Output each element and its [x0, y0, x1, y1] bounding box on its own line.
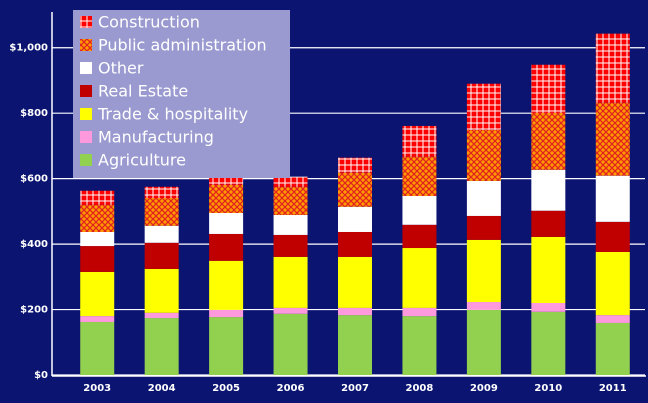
x-tick-label: 2009: [470, 383, 498, 394]
bar-segment: [338, 206, 372, 232]
y-tick-label: $200: [20, 305, 48, 316]
bar-segment: [402, 307, 437, 317]
legend-label: Construction: [98, 13, 200, 32]
bar-segment: [466, 215, 501, 240]
legend-label: Other: [98, 59, 144, 78]
x-tick-label: 2008: [406, 383, 434, 394]
y-tick-label: $600: [20, 174, 48, 185]
bar-segment: [402, 125, 437, 157]
bar-segment: [144, 225, 179, 243]
legend-swatch: [80, 131, 92, 143]
bar-segment: [466, 309, 501, 375]
bar-segment: [466, 302, 501, 310]
bar-segment: [338, 172, 372, 207]
bar-segment: [595, 175, 630, 222]
bar-segment: [595, 221, 630, 252]
bar-segment: [531, 303, 566, 312]
bar-segment: [531, 169, 566, 211]
legend-label: Trade & hospitality: [97, 105, 248, 124]
legend-label: Public administration: [98, 36, 267, 55]
bar-segment: [595, 251, 630, 316]
bar-segment: [595, 315, 630, 323]
bar-segment: [209, 184, 244, 213]
bar-segment: [531, 210, 566, 237]
bar-segment: [144, 312, 179, 319]
bar-segment: [466, 129, 501, 181]
y-tick-label: $0: [34, 370, 48, 381]
legend-swatch: [80, 39, 92, 51]
bar-segment: [466, 180, 501, 216]
x-tick-label: 2007: [341, 383, 369, 394]
bar-segment: [531, 64, 566, 113]
legend-swatch: [80, 16, 92, 28]
x-tick-label: 2010: [534, 383, 562, 394]
x-tick-label: 2011: [599, 383, 627, 394]
legend-label: Manufacturing: [98, 128, 214, 147]
bar-segment: [209, 233, 244, 261]
bar-segment: [209, 213, 244, 234]
x-tick-label: 2006: [277, 383, 305, 394]
bar-segment: [80, 316, 115, 322]
legend-swatch: [80, 85, 92, 97]
legend-box: [73, 10, 290, 178]
bar-segment: [144, 268, 179, 313]
bar-segment: [273, 307, 308, 314]
x-tick-label: 2005: [212, 383, 240, 394]
x-tick-label: 2003: [83, 383, 111, 394]
bar-segment: [80, 271, 115, 317]
bar-segment: [402, 224, 437, 249]
y-tick-label: $400: [20, 239, 48, 250]
y-tick-label: $1,000: [9, 43, 48, 54]
bar-segment: [209, 317, 244, 375]
bar-segment: [273, 313, 308, 375]
bar-segment: [595, 322, 630, 375]
bar-segment: [209, 175, 244, 185]
bar-segment: [144, 242, 179, 269]
bar-segment: [402, 316, 437, 375]
bar-segment: [273, 214, 308, 235]
bar-segment: [466, 83, 501, 130]
bar-segment: [402, 195, 437, 225]
bar-segment: [338, 231, 372, 257]
bar-segment: [209, 260, 244, 310]
bar-segment: [466, 239, 501, 303]
bar-segment: [273, 186, 308, 215]
bar-segment: [209, 309, 244, 318]
bar-segment: [338, 315, 372, 375]
bar-segment: [338, 157, 372, 173]
legend-label: Real Estate: [98, 82, 188, 101]
bar-segment: [144, 318, 179, 375]
x-tick-label: 2004: [148, 383, 176, 394]
bar-segment: [80, 321, 115, 375]
bar-segment: [144, 186, 179, 198]
legend-swatch: [80, 154, 92, 166]
legend-swatch: [80, 62, 92, 74]
bar-segment: [402, 248, 437, 308]
bar-segment: [595, 102, 630, 176]
bar-segment: [80, 246, 115, 272]
bar-segment: [273, 176, 308, 187]
bar-segment: [80, 204, 115, 232]
bar-segment: [80, 231, 115, 247]
bar-segment: [595, 33, 630, 103]
bar-segment: [338, 256, 372, 308]
y-tick-label: $800: [20, 108, 48, 119]
bar-segment: [273, 256, 308, 308]
bar-segment: [531, 236, 566, 303]
legend-label: Agriculture: [98, 151, 186, 170]
bar-segment: [531, 311, 566, 375]
bar-segment: [273, 234, 308, 257]
bar-segment: [80, 190, 115, 205]
legend-swatch: [80, 108, 92, 120]
bar-segment: [338, 307, 372, 316]
bar-segment: [402, 156, 437, 196]
bar-segment: [531, 112, 566, 170]
bar-segment: [144, 197, 179, 226]
